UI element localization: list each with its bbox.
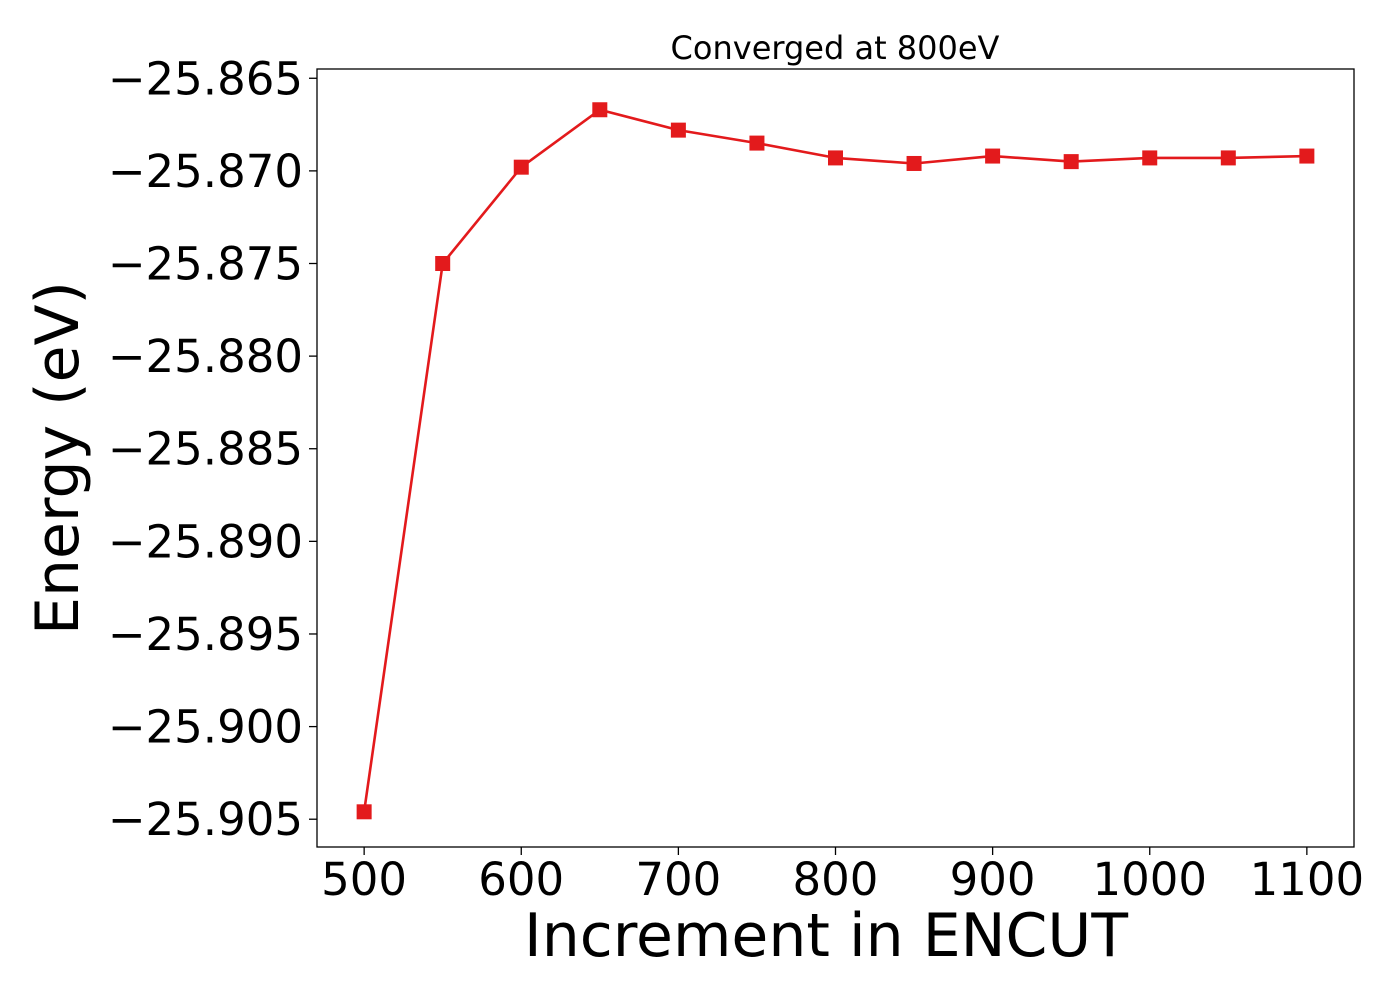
data-point-marker (985, 148, 1001, 164)
data-point-marker (1299, 148, 1315, 164)
data-point-marker (906, 155, 922, 171)
y-axis-title: Energy (eV) (23, 281, 93, 635)
x-tick-label: 900 (950, 853, 1036, 906)
y-tick-label: −25.890 (108, 515, 303, 568)
data-point-marker (1142, 150, 1158, 166)
data-point-marker (670, 122, 686, 138)
x-tick-label: 1000 (1092, 853, 1207, 906)
data-point-marker (749, 135, 765, 151)
y-tick-label: −25.865 (108, 52, 303, 105)
data-point-marker (1220, 150, 1236, 166)
x-tick-label: 700 (635, 853, 721, 906)
plot-area: 500 600 700 800 900 1000 1100 −25.865 −25.870 −25… (108, 52, 1364, 906)
data-point-marker (592, 102, 608, 118)
x-tick-label: 1100 (1250, 853, 1365, 906)
x-tick-label: 500 (321, 853, 407, 906)
data-point-marker (828, 150, 843, 166)
y-tick-label: −25.895 (108, 608, 303, 661)
data-point-marker (435, 256, 451, 271)
series-line (362, 108, 1307, 812)
chart-title: Converged at 800eV (671, 29, 1000, 67)
data-point-marker (356, 804, 372, 820)
y-tick-label: −25.900 (108, 701, 303, 754)
x-tick-label: 600 (478, 853, 564, 906)
y-tick-label: −25.905 (108, 793, 303, 846)
data-point-marker (513, 159, 529, 175)
axes-frame (316, 68, 1355, 848)
data-point-marker (1063, 154, 1079, 170)
x-axis-title: Increment in ENCUT (524, 901, 1128, 971)
y-tick-label: −25.875 (108, 238, 303, 291)
y-tick-label: −25.870 (108, 145, 303, 198)
x-tick-label: 800 (793, 853, 879, 906)
y-tick-label: −25.880 (108, 330, 303, 383)
y-tick-label: −25.885 (108, 423, 303, 476)
